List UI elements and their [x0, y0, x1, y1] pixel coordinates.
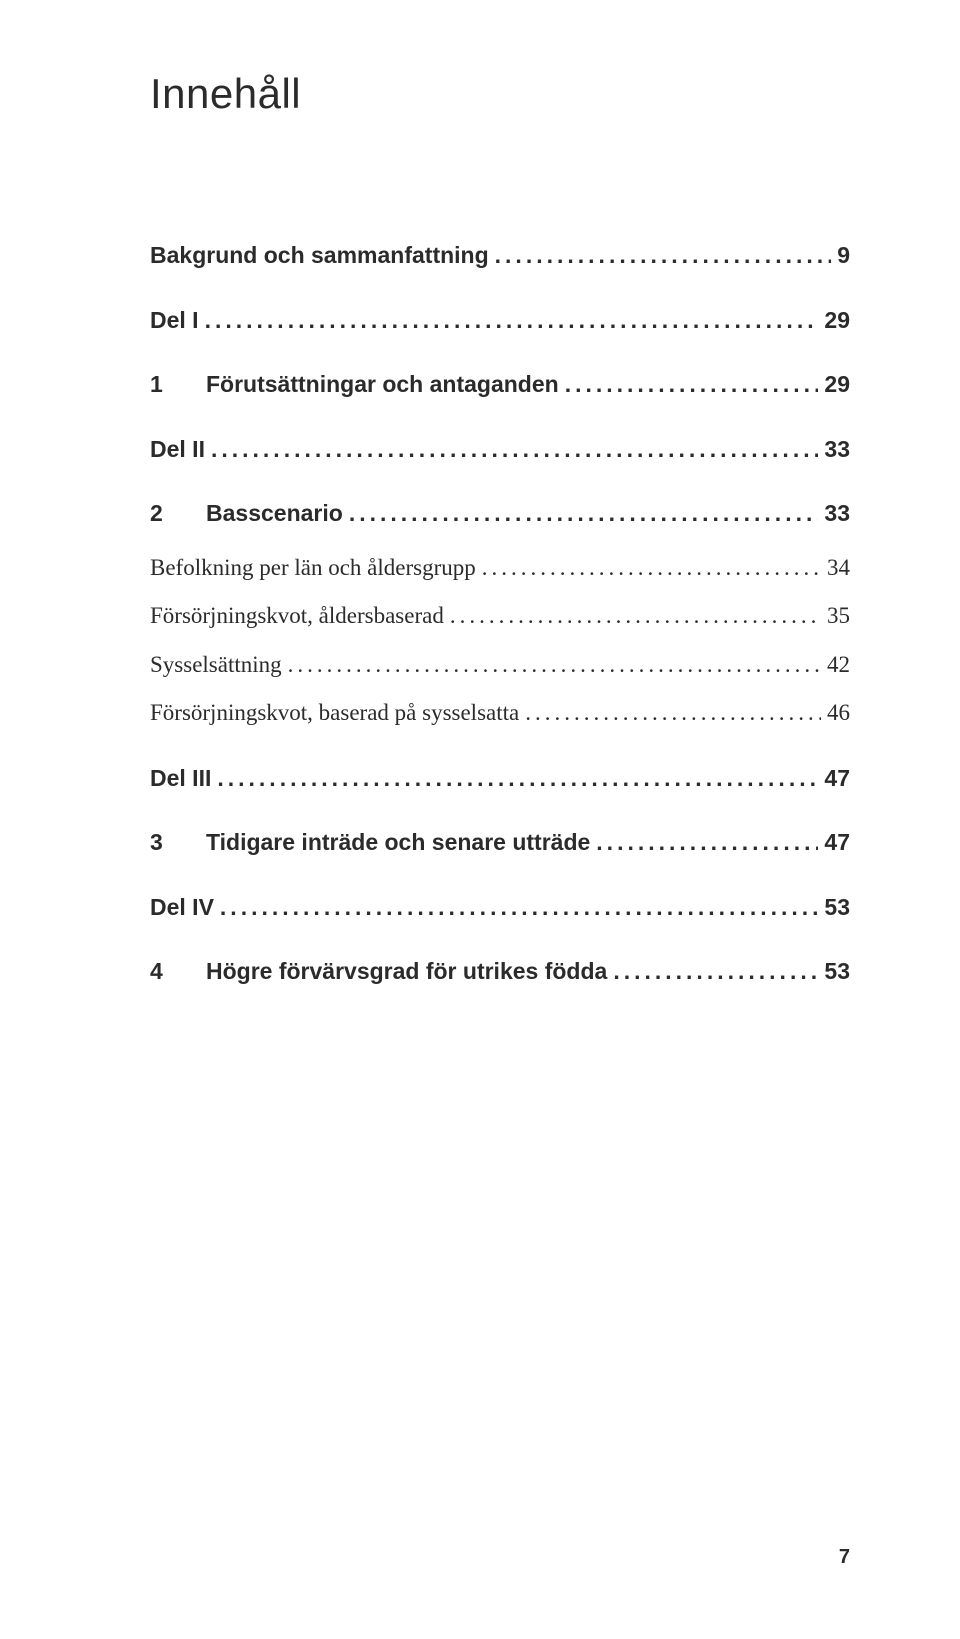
- toc-entry: Del IV 53: [150, 890, 850, 925]
- toc-leader-dots: [217, 761, 818, 796]
- toc-entry-label: Basscenario: [206, 496, 349, 531]
- toc-entry: Del I 29: [150, 303, 850, 338]
- toc-entry: 4Högre förvärvsgrad för utrikes födda 53: [150, 954, 850, 989]
- toc-entry-label: Del III: [150, 761, 217, 796]
- toc-entry-label: Förutsättningar och antaganden: [206, 367, 565, 402]
- toc-entry-page: 53: [818, 890, 850, 925]
- toc-entry-label: Sysselsättning: [150, 648, 288, 683]
- toc-entry-number: 1: [150, 367, 206, 402]
- toc-entry-page: 46: [821, 696, 850, 731]
- toc-leader-dots: [205, 303, 819, 338]
- toc-entry-number: 4: [150, 954, 206, 989]
- toc-leader-dots: [596, 825, 818, 860]
- toc-leader-dots: [525, 696, 821, 731]
- toc-leader-dots: [288, 648, 821, 683]
- page-number: 7: [839, 1546, 850, 1569]
- toc-entry-page: 33: [818, 496, 850, 531]
- toc-leader-dots: [613, 954, 818, 989]
- toc-entry-page: 33: [818, 432, 850, 467]
- toc-entry-label: Försörjningskvot, åldersbaserad: [150, 599, 450, 634]
- toc-entry-label: Bakgrund och sammanfattning: [150, 238, 495, 273]
- toc-entry: Sysselsättning 42: [150, 648, 850, 683]
- toc-leader-dots: [450, 599, 821, 634]
- toc-entry: Bakgrund och sammanfattning 9: [150, 238, 850, 273]
- toc-title: Innehåll: [150, 70, 850, 118]
- toc-entry-label: Del IV: [150, 890, 220, 925]
- toc-entry-page: 53: [818, 954, 850, 989]
- toc-entry: 1Förutsättningar och antaganden 29: [150, 367, 850, 402]
- toc-entry-number: 2: [150, 496, 206, 531]
- toc-entry: Försörjningskvot, baserad på sysselsatta…: [150, 696, 850, 731]
- toc-entry-label: Högre förvärvsgrad för utrikes födda: [206, 954, 613, 989]
- toc-leader-dots: [211, 432, 818, 467]
- toc-leader-dots: [220, 890, 818, 925]
- toc-entry-label: Del II: [150, 432, 211, 467]
- document-page: Innehåll Bakgrund och sammanfattning 9 Del…: [0, 0, 960, 989]
- toc-entry-page: 47: [818, 825, 850, 860]
- toc-entry: Del II 33: [150, 432, 850, 467]
- toc-leader-dots: [495, 238, 832, 273]
- toc-entry-page: 29: [818, 303, 850, 338]
- toc-entry-number: 3: [150, 825, 206, 860]
- toc-entry-label: Tidigare inträde och senare utträde: [206, 825, 596, 860]
- toc-entry: Del III 47: [150, 761, 850, 796]
- table-of-contents: Bakgrund och sammanfattning9Del I291Föru…: [150, 238, 850, 989]
- toc-entry-label: Befolkning per län och åldersgrupp: [150, 551, 482, 586]
- toc-entry-page: 29: [818, 367, 850, 402]
- toc-entry: 3Tidigare inträde och senare utträde 47: [150, 825, 850, 860]
- toc-entry: Försörjningskvot, åldersbaserad 35: [150, 599, 850, 634]
- toc-entry-label: Försörjningskvot, baserad på sysselsatta: [150, 696, 525, 731]
- toc-entry-page: 47: [818, 761, 850, 796]
- toc-entry: Befolkning per län och åldersgrupp 34: [150, 551, 850, 586]
- toc-entry-page: 9: [831, 238, 850, 273]
- toc-leader-dots: [482, 551, 821, 586]
- toc-entry: 2Basscenario 33: [150, 496, 850, 531]
- toc-entry-page: 34: [821, 551, 850, 586]
- toc-entry-page: 42: [821, 648, 850, 683]
- toc-leader-dots: [349, 496, 819, 531]
- toc-entry-label: Del I: [150, 303, 205, 338]
- toc-leader-dots: [565, 367, 819, 402]
- toc-entry-page: 35: [821, 599, 850, 634]
